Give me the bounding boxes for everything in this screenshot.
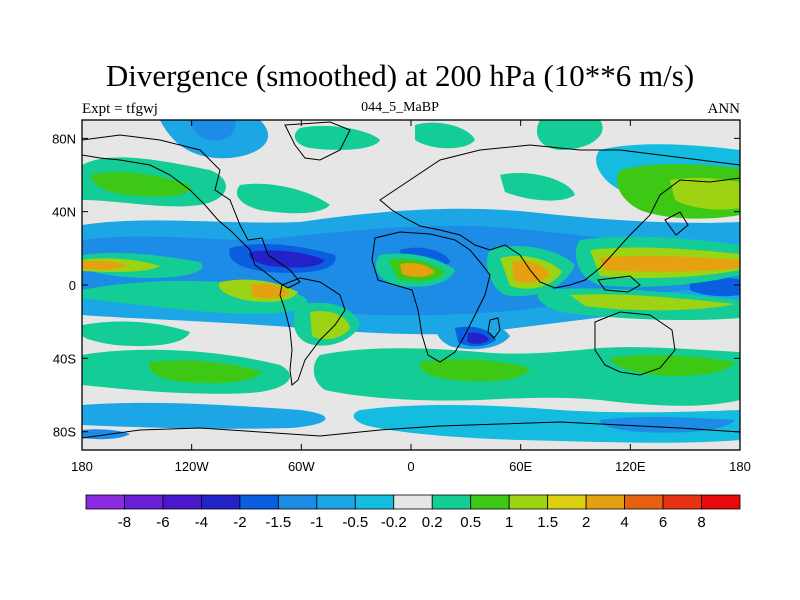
x-tick-label: 180: [729, 459, 751, 474]
colorbar-label: 1: [505, 514, 513, 531]
contour-region: [353, 405, 740, 443]
colorbar-label: 0.2: [422, 514, 443, 531]
coastline-australia: [594, 311, 676, 376]
colorbar-label: -8: [118, 514, 131, 531]
contour-region: [536, 120, 603, 150]
colorbar-swatch: [201, 494, 241, 510]
contour-region: [400, 262, 435, 277]
y-tick-label: 80N: [52, 131, 76, 146]
contour-region: [82, 260, 128, 270]
y-tick-label: 0: [69, 278, 76, 293]
contour-region: [600, 416, 735, 433]
colorbar-swatch: [701, 494, 741, 510]
contour-region: [236, 183, 330, 214]
colorbar-swatch: [585, 494, 625, 510]
x-tick-label: 60W: [288, 459, 315, 474]
coastline-madagascar: [487, 317, 501, 339]
contour-region: [415, 122, 475, 149]
contour-region: [419, 359, 530, 382]
colorbar-swatch: [162, 494, 202, 510]
coastline-maritime: [597, 275, 641, 293]
contour-region: [90, 172, 191, 197]
colorbar: -8 -6 -4 -2 -1.5 -1 -0.5 -0.2 0.2 0.5 1 1.5 2 4 6 8: [85, 494, 741, 531]
colorbar-label: -6: [156, 514, 169, 531]
colorbar-label: 0.5: [460, 514, 481, 531]
x-tick-label: 180: [71, 459, 93, 474]
x-axis: 180 120W 60W 0 60E 120E 180: [71, 120, 751, 474]
contour-region: [82, 321, 190, 347]
contour-region: [149, 360, 262, 384]
colorbar-label: -1: [310, 514, 323, 531]
colorbar-swatch: [124, 494, 164, 510]
x-tick-label: 0: [407, 459, 414, 474]
colorbar-label: 6: [659, 514, 667, 531]
colorbar-label: 4: [620, 514, 628, 531]
y-tick-label: 40N: [52, 205, 76, 220]
colorbar-label: -0.2: [381, 514, 407, 531]
colorbar-swatch: [354, 494, 395, 510]
colorbar-swatch: [508, 494, 549, 510]
contour-region: [82, 402, 326, 429]
colorbar-swatch: [470, 494, 510, 510]
y-tick-label: 80S: [53, 425, 76, 440]
colorbar-swatch: [239, 494, 279, 510]
coastline-north-america: [82, 134, 301, 289]
colorbar-swatch: [624, 494, 664, 510]
colorbar-swatch: [393, 494, 433, 510]
map-field: [82, 120, 740, 450]
contour-region: [467, 332, 489, 344]
colorbar-swatch: [547, 494, 587, 510]
colorbar-label: 8: [697, 514, 705, 531]
colorbar-label: -0.5: [342, 514, 368, 531]
y-tick-label: 40S: [53, 351, 76, 366]
experiment-label: Expt = tfgwj: [82, 101, 158, 117]
period-label: 044_5_MaBP: [361, 100, 439, 115]
coastline-antarctica: [82, 421, 740, 439]
contour-region: [600, 255, 740, 272]
chart-title: Divergence (smoothed) at 200 hPa (10**6 …: [105, 58, 695, 93]
coastline-africa: [371, 231, 491, 363]
coastline-south-america: [279, 277, 346, 386]
contour-region: [500, 172, 575, 201]
x-tick-label: 60E: [509, 459, 532, 474]
contour-region: [670, 177, 740, 210]
contour-region: [610, 355, 735, 376]
coastlines: [82, 121, 740, 439]
colorbar-label: 2: [582, 514, 590, 531]
colorbar-swatch: [431, 494, 472, 510]
colorbar-swatch: [277, 494, 318, 510]
colorbar-label: -1.5: [265, 514, 291, 531]
contour-region: [294, 125, 380, 150]
contour-region: [570, 294, 735, 311]
y-axis: 80N 40N 0 40S 80S: [52, 131, 740, 440]
colorbar-swatch: [662, 494, 702, 510]
coastline-eurasia: [379, 144, 740, 289]
contour-region: [190, 120, 236, 141]
season-label: ANN: [707, 101, 741, 117]
coastline-greenland: [284, 121, 351, 161]
coastline-japan: [664, 211, 689, 236]
colorbar-swatch: [85, 494, 125, 510]
colorbar-label: 1.5: [537, 514, 558, 531]
colorbar-label: -2: [233, 514, 246, 531]
x-tick-label: 120E: [615, 459, 646, 474]
colorbar-swatch: [316, 494, 356, 510]
colorbar-label: -4: [195, 514, 208, 531]
x-tick-label: 120W: [175, 459, 210, 474]
